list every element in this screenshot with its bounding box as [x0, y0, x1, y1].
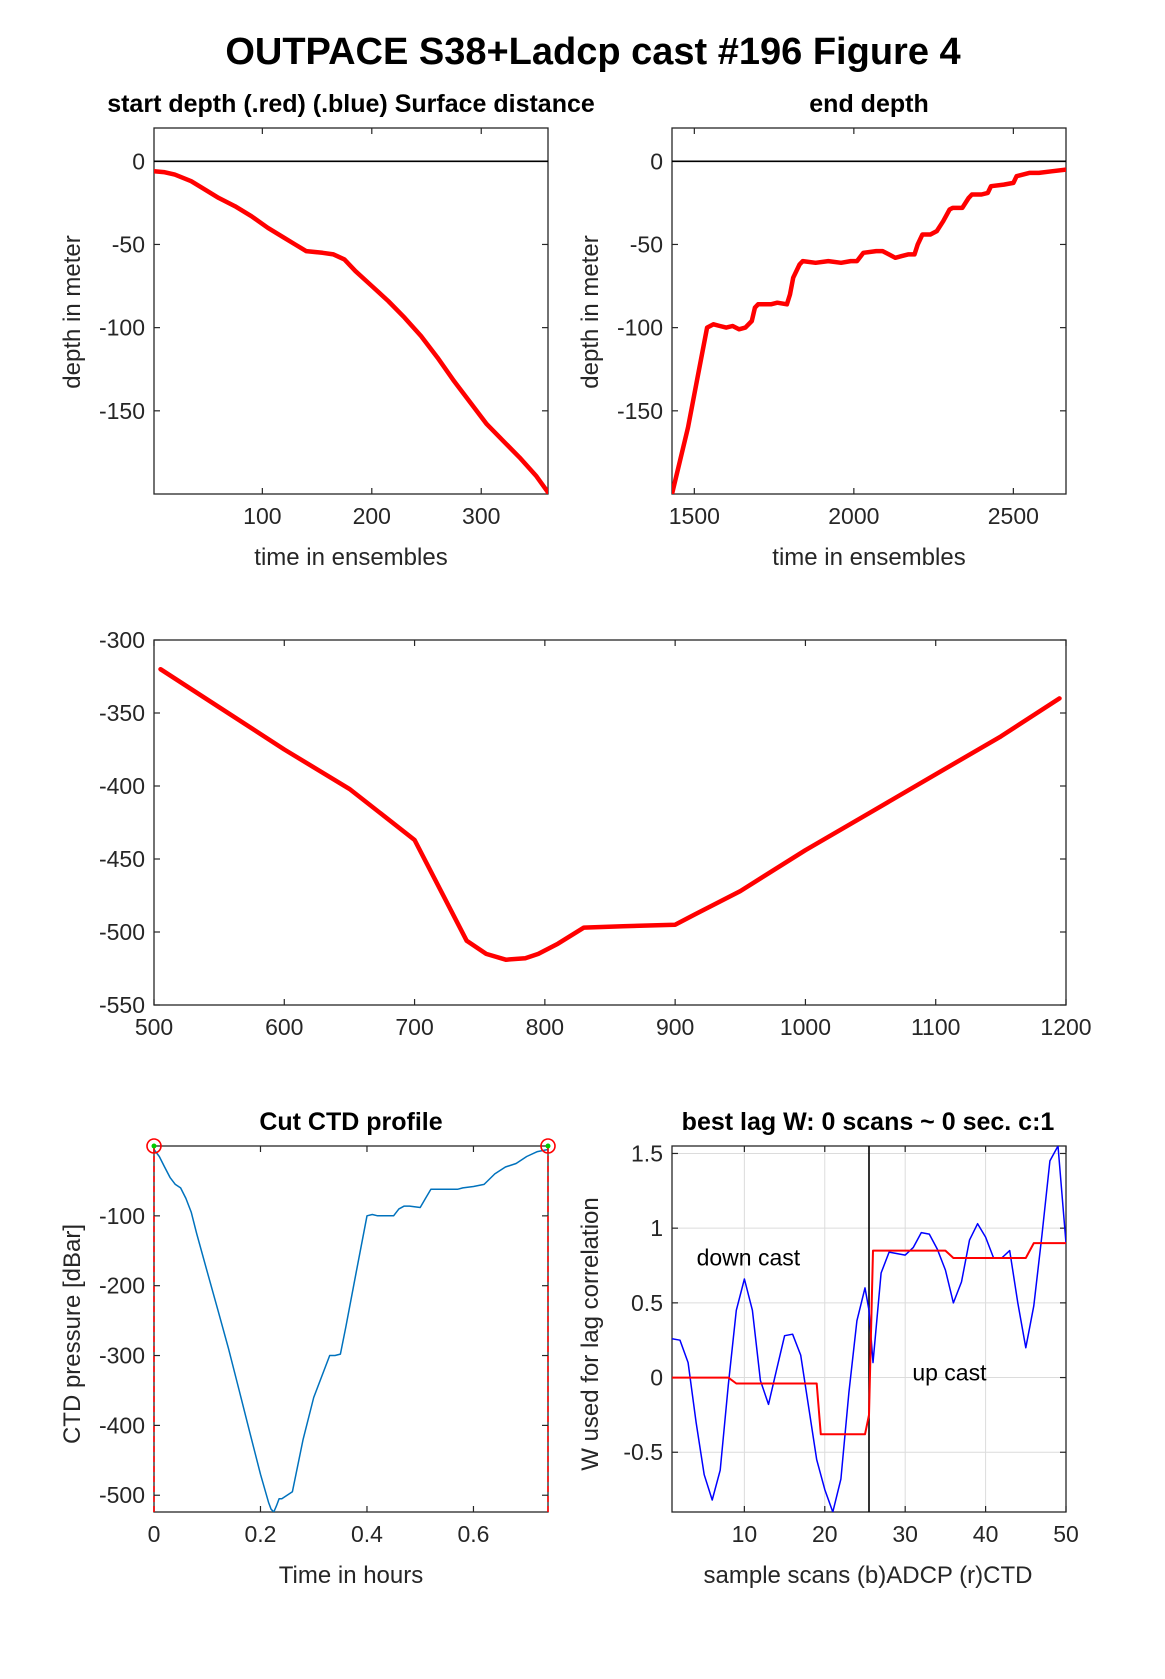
xtick-label-0: 500 [135, 1014, 173, 1040]
ytick-label-5: -550 [99, 992, 145, 1018]
surface-distance-panel: 500 600 700 800 900 1000 1100 1200 -300 -350 -400 -… [99, 627, 1092, 1040]
ytick-label-2: 0.5 [631, 1290, 663, 1316]
xtick-label-6: 1100 [911, 1014, 960, 1040]
xtick-label-7: 1200 [1040, 1014, 1091, 1040]
ytick-label-1: -50 [112, 231, 145, 257]
cut-dot-0 [151, 1143, 157, 1149]
xtick-label-1: 200 [353, 503, 391, 529]
lag-ylabel: W used for lag correlation [577, 1197, 604, 1470]
end-axes-box [671, 127, 1067, 495]
ytick-label-0: -100 [99, 1203, 145, 1229]
xtick-label-0: 0 [148, 1521, 161, 1547]
ctd-profile-panel: Cut CTD profile Time in hours CTD pressu… [59, 1108, 556, 1589]
ytick-label-4: -0.5 [623, 1439, 663, 1465]
ytick-label-2: -100 [99, 315, 145, 341]
cut-dot-1 [545, 1143, 551, 1149]
xtick-label-5: 1000 [780, 1014, 831, 1040]
xtick-label-0: 1500 [669, 503, 720, 529]
xtick-label-1: 0.2 [244, 1521, 276, 1547]
cut-marker-1 [540, 1138, 556, 1154]
ctd-series-0 [154, 1148, 548, 1512]
ctd-profile-plot: 0 0.2 0.4 0.6 -100 -200 -300 -400 -500 [99, 1138, 556, 1547]
ctd-profile-ylabel: CTD pressure [dBar] [59, 1224, 86, 1444]
end-depth-plot: 1500 2000 2500 0 -50 -100 -150 [617, 127, 1067, 529]
start-depth-panel: start depth (.red) (.blue) Surface dista… [59, 90, 595, 571]
ytick-label-1: -200 [99, 1273, 145, 1299]
start-depth-xlabel: time in ensembles [254, 544, 447, 571]
ytick-label-3: 0 [650, 1365, 663, 1391]
ytick-label-0: 0 [132, 148, 145, 174]
ytick-label-2: -300 [99, 1343, 145, 1369]
ytick-label-2: -400 [99, 773, 145, 799]
ytick-label-1: -50 [630, 231, 663, 257]
ytick-label-0: 1.5 [631, 1140, 663, 1166]
xtick-label-4: 900 [656, 1014, 694, 1040]
lag-correlation-panel: best lag W: 0 scans ~ 0 sec. c:1 sample … [577, 1108, 1079, 1589]
xtick-label-2: 0.4 [351, 1521, 383, 1547]
end-depth-xlabel: time in ensembles [772, 544, 965, 571]
ytick-label-4: -500 [99, 919, 145, 945]
xtick-label-0: 100 [243, 503, 281, 529]
xtick-label-3: 40 [973, 1521, 999, 1547]
annotation-1: up cast [912, 1360, 987, 1386]
ctd-profile-xlabel: Time in hours [279, 1562, 424, 1589]
xtick-label-4: 50 [1053, 1521, 1079, 1547]
ytick-label-3: -450 [99, 846, 145, 872]
annotation-0: down cast [697, 1245, 801, 1271]
end-depth-title: end depth [809, 90, 928, 118]
lag-plot: 10 20 30 40 50 1.5 1 0.5 0 -0.5 down cast up cast [623, 1140, 1078, 1547]
xtick-label-2: 700 [395, 1014, 433, 1040]
xtick-label-2: 2500 [988, 503, 1039, 529]
xtick-label-1: 2000 [828, 503, 879, 529]
surface-series-0 [158, 666, 1062, 962]
xtick-label-3: 0.6 [457, 1521, 489, 1547]
xtick-label-1: 20 [812, 1521, 838, 1547]
cut-marker-0 [146, 1138, 162, 1154]
surface-axes-box [153, 639, 1067, 1006]
lag-xlabel: sample scans (b)ADCP (r)CTD [704, 1562, 1033, 1589]
ytick-label-3: -150 [99, 398, 145, 424]
start-series-0 [154, 169, 548, 494]
start-depth-ylabel: depth in meter [59, 235, 86, 388]
xtick-label-2: 300 [462, 503, 500, 529]
start-axes-box [153, 127, 549, 495]
ytick-label-3: -150 [617, 398, 663, 424]
ytick-label-0: 0 [650, 148, 663, 174]
ytick-label-0: -300 [99, 627, 145, 653]
xtick-label-0: 10 [732, 1521, 758, 1547]
ytick-label-3: -400 [99, 1412, 145, 1438]
end-depth-panel: end depth time in ensembles depth in met… [577, 90, 1067, 571]
end-series-0 [672, 167, 1066, 494]
xtick-label-1: 600 [265, 1014, 303, 1040]
xtick-label-2: 30 [892, 1521, 918, 1547]
lag-series-1 [672, 1242, 1066, 1436]
surface-distance-plot: 500 600 700 800 900 1000 1100 1200 -300 -350 -400 -… [99, 627, 1092, 1040]
start-depth-title: start depth (.red) (.blue) Surface dista… [107, 90, 595, 118]
figure-title: OUTPACE S38+Ladcp cast #196 Figure 4 [225, 31, 960, 73]
ytick-label-1: 1 [650, 1215, 663, 1241]
ctd-profile-title: Cut CTD profile [259, 1108, 442, 1136]
ytick-label-2: -100 [617, 315, 663, 341]
start-depth-plot: 100 200 300 0 -50 -100 -150 [99, 127, 549, 529]
ctd-axes-box [153, 1145, 549, 1513]
end-depth-ylabel: depth in meter [577, 235, 604, 388]
ytick-label-4: -500 [99, 1482, 145, 1508]
lag-title: best lag W: 0 scans ~ 0 sec. c:1 [682, 1108, 1055, 1136]
ytick-label-1: -350 [99, 700, 145, 726]
xtick-label-3: 800 [526, 1014, 564, 1040]
